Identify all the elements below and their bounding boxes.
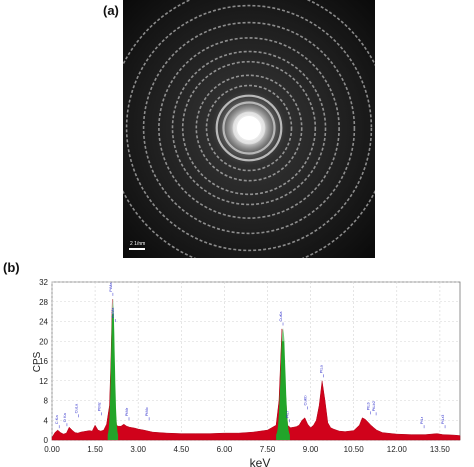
peak-label: C Ka bbox=[54, 415, 59, 425]
peak-label: O Ka bbox=[62, 412, 67, 422]
y-axis-title: CPS bbox=[32, 351, 43, 372]
x-tick-label: 1.50 bbox=[87, 445, 103, 454]
peak-label: AuMa bbox=[110, 307, 115, 318]
x-tick-label: 7.50 bbox=[260, 445, 276, 454]
highlighted-peaks bbox=[107, 299, 290, 440]
green-peak bbox=[276, 328, 290, 440]
central-beam bbox=[237, 116, 261, 140]
peak-label: CuKa bbox=[278, 311, 283, 322]
y-tick-label: 28 bbox=[39, 298, 48, 307]
x-tick-label: 6.00 bbox=[217, 445, 233, 454]
scale-bar-label: 2 1/nm bbox=[130, 241, 145, 247]
diffraction-ring bbox=[181, 60, 317, 196]
y-tick-label: 12 bbox=[39, 377, 48, 386]
spectrum-fill bbox=[51, 299, 461, 441]
diffraction-ring bbox=[125, 4, 373, 252]
x-tick-label: 4.50 bbox=[174, 445, 190, 454]
peak-label: PtLr3 bbox=[440, 414, 445, 424]
y-tick-label: 32 bbox=[39, 278, 48, 287]
peak-label: PtLb2 bbox=[371, 400, 376, 411]
y-tick-label: 0 bbox=[44, 436, 49, 445]
peak-label: PtLb bbox=[365, 401, 370, 410]
panel-a-label: (a) bbox=[103, 3, 119, 18]
peak-label: PtMa bbox=[108, 282, 113, 292]
eds-spectrum-chart: C Ka O Ka CuLa PtMz PtMa AuMa PtMr PtMc CuKa PtLl… bbox=[32, 278, 461, 467]
peak-label: PtLl bbox=[285, 411, 290, 418]
chart-axes: 0 4 8 12 16 20 24 28 32 0.00 1.50 3.00 4.50 6.00 7.50 9… bbox=[39, 278, 450, 454]
peak-label: PtMc bbox=[144, 407, 149, 416]
peak-labels: C Ka O Ka CuLa PtMz PtMa AuMa PtMr PtMc CuKa PtLl… bbox=[54, 282, 446, 429]
x-tick-label: 3.00 bbox=[130, 445, 146, 454]
diffraction-ring bbox=[195, 74, 303, 182]
diffraction-ring bbox=[205, 84, 293, 172]
diffraction-ring bbox=[158, 37, 340, 219]
x-tick-label: 12.00 bbox=[387, 445, 408, 454]
x-axis-title: keV bbox=[250, 456, 271, 467]
y-tick-label: 8 bbox=[44, 397, 49, 406]
x-tick-label: 10.50 bbox=[344, 445, 365, 454]
green-peak bbox=[107, 299, 119, 440]
x-tick-label: 13.50 bbox=[430, 445, 451, 454]
saed-diffraction-pattern: 2 1/nm bbox=[123, 0, 375, 258]
y-tick-label: 20 bbox=[39, 337, 48, 346]
peak-label: PtLr bbox=[419, 416, 424, 424]
x-tick-label: 0.00 bbox=[44, 445, 60, 454]
scale-bar bbox=[129, 248, 145, 250]
diffraction-ring bbox=[171, 50, 327, 206]
peak-label: CuLa bbox=[74, 403, 79, 413]
y-tick-label: 16 bbox=[39, 357, 48, 366]
y-tick-label: 24 bbox=[39, 318, 48, 327]
peak-label: CuKb bbox=[303, 395, 308, 406]
spectrum-area bbox=[51, 299, 461, 441]
panel-b-label: (b) bbox=[3, 260, 20, 275]
peak-label: PtLa bbox=[319, 364, 324, 373]
y-tick-label: 4 bbox=[44, 416, 49, 425]
diffraction-ring bbox=[142, 21, 356, 235]
chart-grid bbox=[51, 281, 461, 441]
peak-label: PtMz bbox=[97, 402, 102, 411]
peak-label: PtMr bbox=[124, 407, 129, 416]
x-tick-label: 9.00 bbox=[303, 445, 319, 454]
